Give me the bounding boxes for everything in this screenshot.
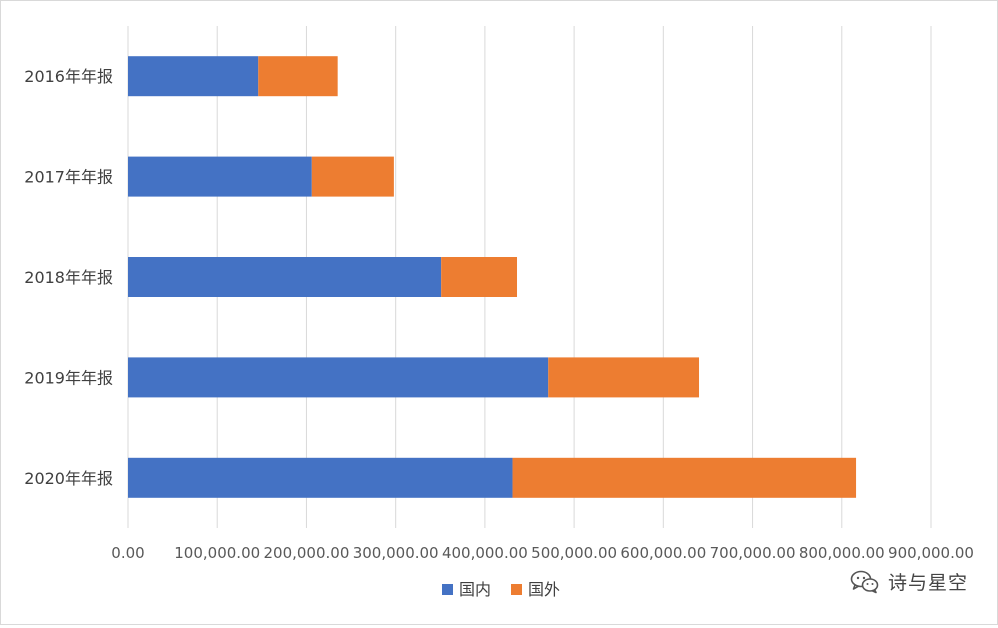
watermark-text: 诗与星空: [887, 572, 968, 594]
legend-label: 国外: [528, 580, 560, 599]
x-tick-label: 600,000.00: [620, 544, 706, 562]
y-category-label: 2017年年报: [24, 168, 113, 187]
wechat-icon: [850, 570, 879, 593]
x-tick-label: 400,000.00: [442, 544, 528, 562]
x-tick-label: 300,000.00: [353, 544, 439, 562]
x-axis: 0.00 100,000.00 200,000.00 300,000.00 400,00…: [111, 544, 974, 562]
x-tick-label: 900,000.00: [888, 544, 974, 562]
bar-segment: [128, 156, 312, 197]
x-tick-label: 200,000.00: [263, 544, 349, 562]
x-tick-label: 100,000.00: [174, 544, 260, 562]
bar-segment: [128, 257, 442, 297]
legend-swatch: [511, 584, 522, 595]
bars: [128, 56, 857, 498]
bar-segment: [258, 56, 338, 97]
y-category-label: 2018年年报: [24, 268, 113, 287]
bar-segment: [441, 257, 518, 297]
bar-segment: [512, 457, 857, 498]
bar-segment: [548, 357, 700, 398]
y-category-label: 2019年年报: [24, 368, 113, 387]
x-tick-label: 500,000.00: [531, 544, 617, 562]
y-category-label: 2016年年报: [24, 67, 113, 86]
x-tick-label: 0.00: [111, 544, 144, 562]
x-tick-label: 700,000.00: [710, 544, 796, 562]
legend-swatch: [442, 584, 453, 595]
y-axis: 2016年年报 2017年年报 2018年年报 2019年年报 2020年年报: [24, 67, 113, 488]
bar-segment: [128, 457, 513, 498]
bar-segment: [128, 357, 549, 398]
x-tick-label: 800,000.00: [799, 544, 885, 562]
watermark: 诗与星空: [850, 568, 968, 595]
legend: 国内 国外: [442, 580, 560, 599]
y-category-label: 2020年年报: [24, 469, 113, 488]
bar-segment: [311, 156, 394, 197]
legend-label: 国内: [459, 580, 491, 599]
bar-segment: [128, 56, 259, 97]
